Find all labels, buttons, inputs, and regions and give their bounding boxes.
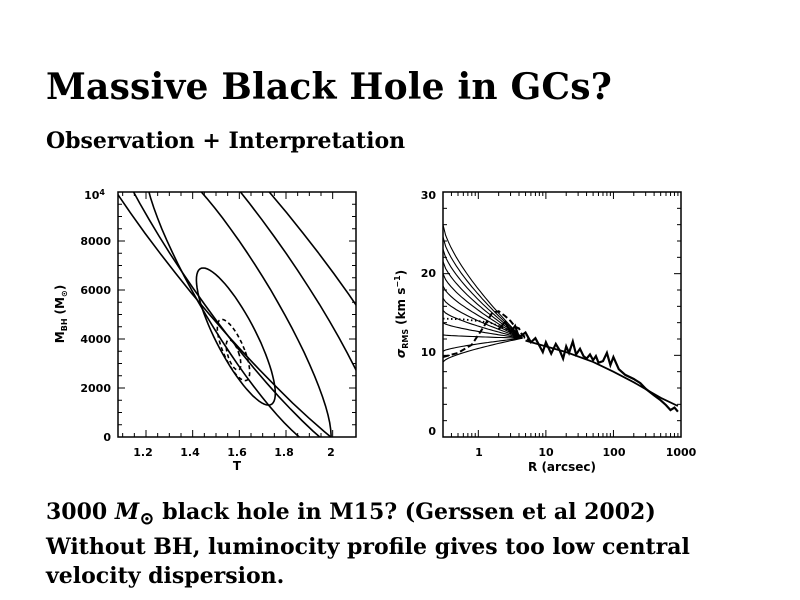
contour-x-tick-label: 1.2 — [133, 446, 153, 459]
contour-y-axis-label: MBH(M⊙) — [53, 285, 69, 343]
caption-mass-symbol: M — [114, 499, 140, 525]
contour-lines — [118, 192, 356, 437]
contour-y-tick-labels: 0 2000 4000 6000 8000 104 — [80, 188, 111, 444]
dispersion-y-tick-label: 30 — [421, 189, 437, 202]
slide-caption: 3000 M⊙ black hole in M15? (Gerssen et a… — [46, 498, 766, 591]
dispersion-x-tick-label: 100 — [603, 446, 626, 459]
contour-x-axis-label: T — [233, 459, 242, 473]
contour-y-tick-label: 6000 — [80, 284, 111, 297]
dispersion-y-tick-label: 20 — [421, 267, 437, 280]
contour-line — [118, 192, 356, 437]
caption-sun-symbol: ⊙ — [139, 508, 155, 530]
model-curve — [443, 236, 523, 339]
contour-x-tick-labels: 1.2 1.4 1.6 1.8 2 — [133, 446, 335, 459]
slide-title: Massive Black Hole in GCs? — [46, 66, 613, 108]
observed-dashed-curve — [443, 310, 532, 358]
model-curve — [443, 337, 523, 363]
figure-panels: 1.2 1.4 1.6 1.8 2 0 2000 4000 6000 8000 … — [53, 188, 697, 474]
caption-line-2: Without BH, luminocity profile gives too… — [46, 534, 690, 561]
model-curve — [443, 322, 523, 339]
dispersion-plot: 1 10 100 1000 0 10 20 30 R (arcsec) σRMS… — [393, 189, 697, 474]
contour-y-tick-label: 4000 — [80, 333, 111, 346]
contour-line — [132, 192, 356, 437]
dispersion-x-axis-label: R (arcsec) — [528, 460, 596, 474]
contour-y-tick-label: 0 — [103, 431, 111, 444]
contour-x-tick-label: 1.6 — [227, 446, 247, 459]
contour-plot: 1.2 1.4 1.6 1.8 2 0 2000 4000 6000 8000 … — [53, 188, 357, 473]
observed-noisy-curve — [497, 319, 679, 413]
dispersion-x-tick-label: 1000 — [666, 446, 697, 459]
dispersion-y-tick-label: 0 — [428, 425, 436, 438]
model-curve — [443, 337, 523, 352]
contour-line — [148, 192, 332, 437]
dispersion-curves — [443, 224, 679, 413]
contour-x-tick-label: 1.8 — [274, 446, 294, 459]
contour-x-tick-label: 1.4 — [180, 446, 200, 459]
caption-mass-value: 3000 — [46, 499, 108, 525]
model-curve — [443, 334, 523, 339]
dispersion-y-tick-label: 10 — [421, 346, 437, 359]
contour-y-tick-label: 8000 — [80, 235, 111, 248]
dispersion-y-axis-label: σRMS(km s−1) — [393, 270, 410, 358]
dispersion-axis-ticks — [442, 191, 682, 438]
caption-line-1-text: black hole in M15? (Gerssen et al 2002) — [162, 499, 656, 525]
caption-line-1: 3000 M⊙ black hole in M15? (Gerssen et a… — [46, 498, 766, 533]
caption-line-3: velocity dispersion. — [46, 563, 285, 590]
contour-line — [216, 318, 251, 382]
dispersion-plot-frame — [442, 191, 682, 438]
contour-line — [195, 267, 277, 406]
contour-x-tick-label: 2 — [327, 446, 335, 459]
model-curve — [443, 224, 523, 339]
dispersion-x-tick-label: 10 — [538, 446, 554, 459]
contour-axis-ticks — [118, 191, 356, 438]
contour-y-tick-label: 2000 — [80, 382, 111, 395]
slide-subtitle: Observation + Interpretation — [46, 128, 406, 154]
dispersion-y-tick-labels: 0 10 20 30 — [421, 189, 437, 438]
dispersion-x-tick-label: 1 — [475, 446, 483, 459]
contour-y-top-tick-label: 104 — [84, 188, 105, 202]
model-curve — [443, 297, 523, 339]
dispersion-x-tick-labels: 1 10 100 1000 — [475, 446, 696, 459]
